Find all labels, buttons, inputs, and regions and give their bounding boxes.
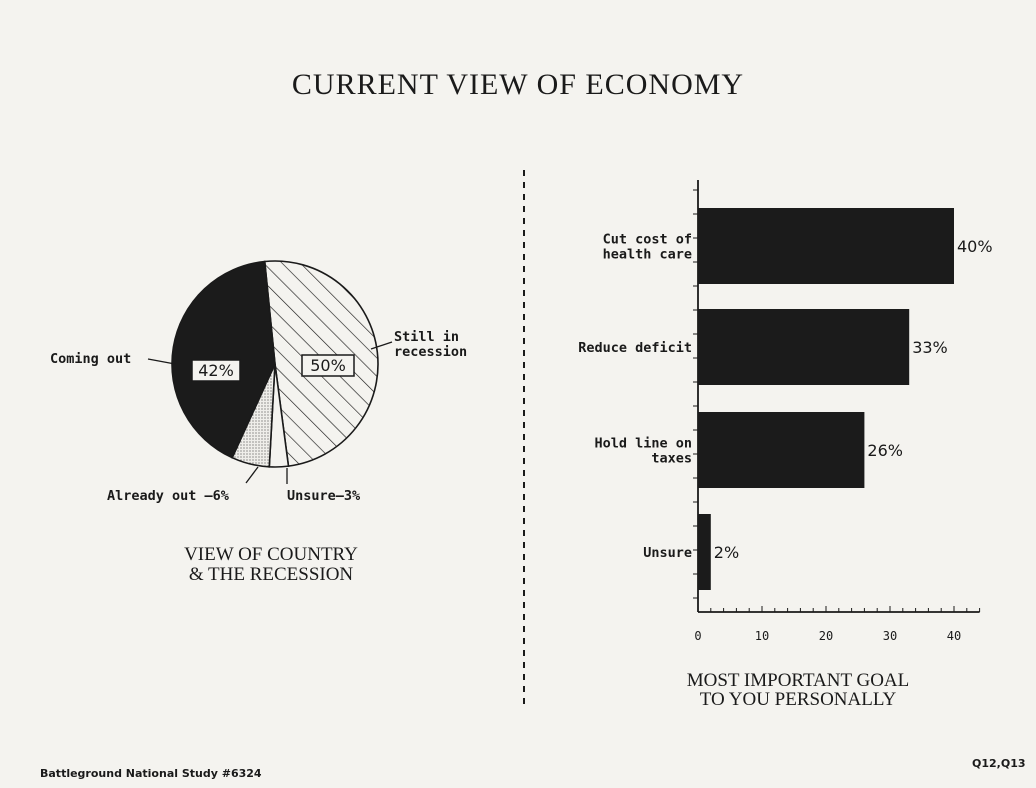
x-tick-label: 0 <box>694 629 701 643</box>
value-label-coming-out: 42% <box>198 361 234 380</box>
page-title: CURRENT VIEW OF ECONOMY <box>291 68 745 101</box>
footer-study-label: Battleground National Study #6324 <box>40 767 262 780</box>
bar-value-label: 2% <box>714 543 739 562</box>
bar-unsure <box>698 514 711 590</box>
bar-value-label: 40% <box>957 237 993 256</box>
slice-label-coming-out: Coming out <box>50 351 131 367</box>
bar-cut-cost-of-health-care <box>698 208 954 284</box>
pie-caption-line: VIEW OF COUNTRY <box>184 544 358 565</box>
bar-category-label: Hold line on <box>594 436 692 452</box>
bar-category-label: Cut cost of <box>603 232 692 248</box>
bar-category-label: taxes <box>651 451 692 467</box>
x-tick-label: 30 <box>883 629 897 643</box>
bar-hold-line-on-taxes <box>698 412 865 488</box>
bar-value-label: 26% <box>867 441 903 460</box>
x-tick-label: 10 <box>755 629 769 643</box>
bar-value-label: 33% <box>912 338 948 357</box>
value-box-coming-out <box>191 359 241 382</box>
pie-caption-line: & THE RECESSION <box>189 564 354 585</box>
slice-label-already-out: Already out –6% <box>107 488 230 504</box>
bar-caption-line: TO YOU PERSONALLY <box>700 689 897 710</box>
x-tick-label: 40 <box>947 629 961 643</box>
leader-still-in-recession <box>370 341 393 350</box>
x-tick-label: 20 <box>819 629 833 643</box>
value-label-still-in-recession: 50% <box>310 356 346 375</box>
leader-already-out <box>245 466 259 484</box>
footer-question-label: Q12,Q13 <box>972 757 1026 770</box>
bar-category-label: Unsure <box>643 545 692 561</box>
slice-label-unsure: Unsure–3% <box>287 488 361 504</box>
slice-label-still-in-recession-line: Still in <box>394 329 459 345</box>
bar-reduce-deficit <box>698 309 910 385</box>
bar-category-label: Reduce deficit <box>578 340 692 356</box>
bar-category-label: health care <box>603 247 692 263</box>
slice-label-still-in-recession-line: recession <box>394 344 467 360</box>
bar-caption-line: MOST IMPORTANT GOAL <box>687 670 910 691</box>
leader-coming-out <box>147 358 176 365</box>
value-box-still-in-recession <box>301 354 355 377</box>
